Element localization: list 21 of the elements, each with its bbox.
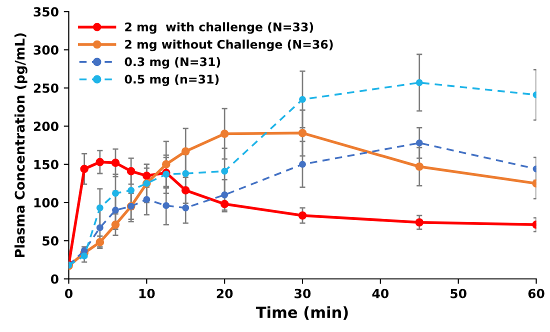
x-tick-label: 0 — [65, 288, 72, 298]
x-tick-label: 10 — [139, 288, 155, 298]
y-tick-label: 350 — [34, 7, 58, 17]
y-tick-label: 50 — [42, 236, 58, 246]
y-tick-label: 100 — [34, 198, 58, 208]
x-tick-label: 40 — [372, 288, 389, 298]
legend-label: 2 mg without Challenge (N=36) — [125, 40, 333, 52]
x-tick-label: 30 — [294, 288, 311, 298]
y-tick-label: 300 — [34, 45, 58, 55]
x-axis-title: Time (min) — [256, 306, 348, 320]
y-tick-label: 0 — [50, 274, 58, 284]
y-tick-label: 200 — [34, 122, 58, 132]
y-axis-title: Plasma Concentration (pg/mL) — [14, 33, 28, 258]
x-tick-label: 20 — [216, 288, 233, 298]
x-tick-label: 60 — [528, 288, 544, 298]
y-tick-label: 250 — [34, 83, 58, 93]
legend-label: 2 mg with challenge (N=33) — [125, 22, 314, 34]
x-tick-label: 50 — [450, 288, 466, 298]
legend-label: 0.5 mg (n=31) — [124, 74, 219, 86]
y-tick-label: 150 — [34, 160, 58, 170]
legend-label: 0.3 mg (N=31) — [124, 57, 220, 69]
